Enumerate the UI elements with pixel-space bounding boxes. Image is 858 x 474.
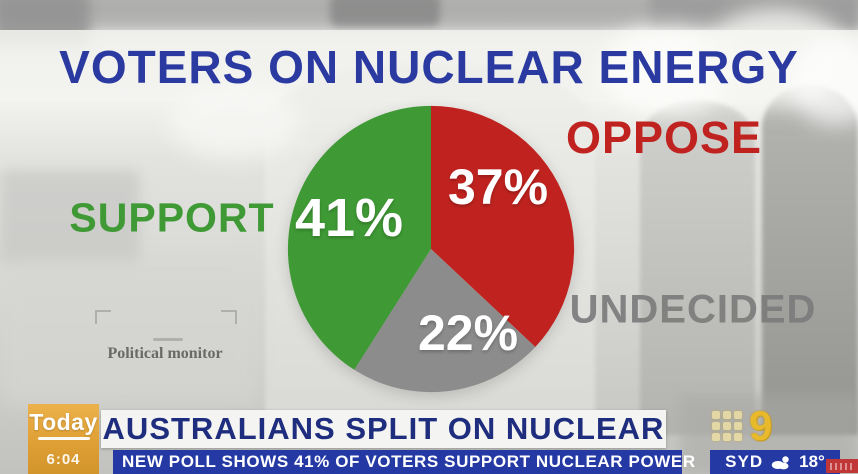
nine-glyph: 9 <box>749 402 773 449</box>
pie-slice-undecided <box>354 249 536 393</box>
today-logo-underline <box>37 437 90 440</box>
pie-slice-support <box>287 105 431 370</box>
pie-svg <box>287 105 575 393</box>
bg-steam-4 <box>170 85 300 160</box>
watermark-badge <box>826 459 858 473</box>
bg-dark-patch-center <box>330 0 440 26</box>
page-title: VOTERS ON NUCLEAR ENERGY <box>59 41 799 93</box>
bg-top-strip <box>0 0 858 30</box>
pie-label-undecided: UNDECIDED <box>569 287 817 332</box>
headline-text: AUSTRALIANS SPLIT ON NUCLEAR <box>102 411 665 446</box>
bg-cooling-tower-right-2 <box>762 85 858 435</box>
weather-city: SYD <box>725 452 764 471</box>
today-logo: Today <box>29 409 98 435</box>
pie-value-oppose: 37% <box>447 159 549 215</box>
pie-label-support: SUPPORT <box>69 194 275 241</box>
ticker-text: NEW POLL SHOWS 41% OF VOTERS SUPPORT NUC… <box>122 452 696 471</box>
pie-value-support: 41% <box>294 188 404 248</box>
viewfinder-bracket-left <box>95 310 111 324</box>
nine-dots-icon <box>712 411 742 441</box>
ticker-bar: NEW POLL SHOWS 41% OF VOTERS SUPPORT NUC… <box>113 450 695 474</box>
weather-bar: SYD 18° <box>710 450 840 474</box>
bg-structures-left-low <box>0 260 260 405</box>
fine-print-smudge <box>153 338 183 341</box>
nine-network-logo: 9 <box>712 402 773 449</box>
source-watermark: Political monitor <box>107 345 223 362</box>
clock: 6:04 <box>46 451 81 468</box>
pie-chart <box>285 103 577 395</box>
viewfinder-bracket-right <box>221 310 237 324</box>
pie-label-oppose: OPPOSE <box>565 112 763 163</box>
weather-temp: 18° <box>799 452 825 471</box>
headline-bar: AUSTRALIANS SPLIT ON NUCLEAR <box>101 410 666 448</box>
pie-slice-oppose <box>431 105 575 347</box>
bg-dark-patch-right <box>650 0 858 32</box>
today-logo-box: Today 6:04 <box>28 404 99 474</box>
pie-value-undecided: 22% <box>417 305 519 361</box>
partly-cloudy-icon <box>771 455 789 469</box>
